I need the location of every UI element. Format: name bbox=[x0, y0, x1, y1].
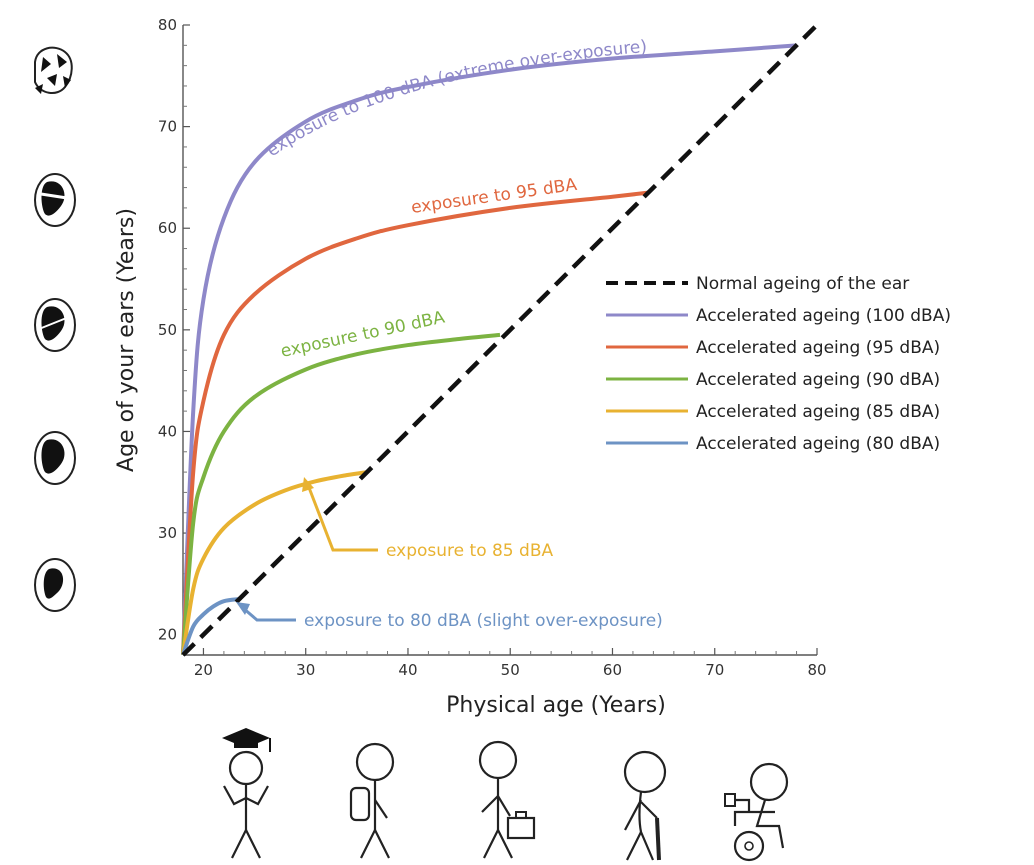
ear-icon-moderate bbox=[34, 298, 76, 352]
series-line-2 bbox=[181, 190, 649, 656]
series-lines bbox=[181, 23, 819, 657]
ear-icon-damaged bbox=[34, 46, 73, 94]
x-tick-label-40: 40 bbox=[398, 661, 417, 679]
x-tick-label-80: 80 bbox=[807, 661, 826, 679]
annotation-85-arrowhead bbox=[302, 477, 314, 492]
annotation-80-text: exposure to 80 dBA (slight over-exposure… bbox=[304, 611, 663, 631]
legend: Normal ageing of the ear Accelerated agei… bbox=[606, 274, 951, 454]
wheelchair-figure-icon bbox=[724, 762, 789, 862]
x-axis-label: Physical age (Years) bbox=[446, 693, 666, 718]
x-tick-label-50: 50 bbox=[501, 661, 520, 679]
x-tick-label-60: 60 bbox=[603, 661, 622, 679]
series-line-3 bbox=[181, 332, 501, 656]
ear-icons bbox=[34, 46, 76, 612]
annotation-100-textpath: exposure to 100 dBA (extreme over-exposu… bbox=[263, 37, 647, 161]
graduate-figure-icon bbox=[222, 728, 271, 859]
y-tick-label-60: 60 bbox=[158, 219, 177, 237]
axes bbox=[182, 25, 817, 656]
x-tick-label-30: 30 bbox=[296, 661, 315, 679]
legend-label-5: Accelerated ageing (80 dBA) bbox=[696, 434, 940, 454]
annotation-85-arrow bbox=[306, 484, 378, 552]
y-tick-label-80: 80 bbox=[158, 16, 177, 34]
life-stage-figures bbox=[222, 728, 789, 862]
legend-label-0: Normal ageing of the ear bbox=[696, 274, 909, 294]
y-tick-label-30: 30 bbox=[158, 524, 177, 542]
y-tick-label-70: 70 bbox=[158, 118, 177, 136]
elderly-cane-figure-icon bbox=[623, 750, 667, 861]
y-axis-label: Age of your ears (Years) bbox=[114, 208, 139, 472]
legend-label-2: Accelerated ageing (95 dBA) bbox=[696, 338, 940, 358]
x-tick-label-70: 70 bbox=[705, 661, 724, 679]
series-line-1 bbox=[181, 43, 797, 656]
annotation-80-arrowhead bbox=[236, 602, 250, 615]
x-tick-label-20: 20 bbox=[194, 661, 213, 679]
y-tick-label-50: 50 bbox=[158, 321, 177, 339]
annotation-85-text: exposure to 85 dBA bbox=[386, 541, 553, 561]
annotation-80-arrow bbox=[242, 606, 296, 622]
y-tick-label-20: 20 bbox=[158, 626, 177, 644]
series-line-5 bbox=[181, 597, 240, 656]
legend-label-1: Accelerated ageing (100 dBA) bbox=[696, 306, 951, 326]
ear-icon-light bbox=[34, 431, 76, 485]
legend-label-3: Accelerated ageing (90 dBA) bbox=[696, 370, 940, 390]
ear-icon-healthy bbox=[34, 558, 76, 612]
worker-figure-icon bbox=[478, 740, 536, 859]
backpacker-figure-icon bbox=[349, 742, 395, 859]
series-line-4 bbox=[181, 470, 368, 656]
y-tick-label-40: 40 bbox=[158, 422, 177, 440]
ear-icon-heavy bbox=[34, 173, 76, 227]
tick-labels: 20 30 40 50 60 70 80 20 30 40 50 60 70 80 bbox=[158, 16, 827, 679]
legend-label-4: Accelerated ageing (85 dBA) bbox=[696, 402, 940, 422]
annotation-100-text: exposure to 100 dBA (extreme over-exposu… bbox=[263, 37, 647, 161]
